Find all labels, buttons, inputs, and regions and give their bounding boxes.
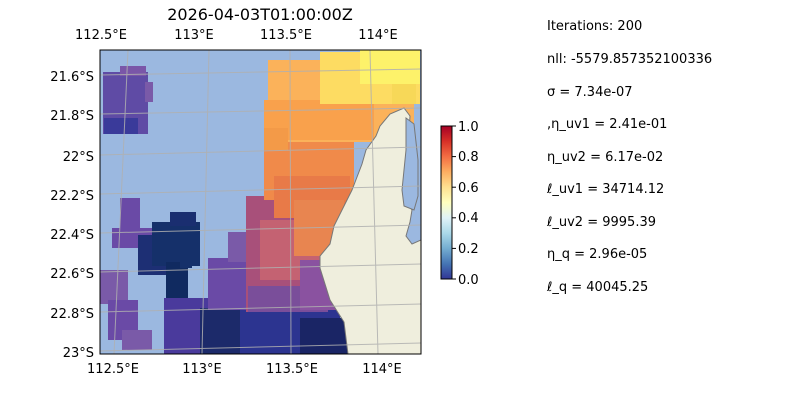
stat-eta-q: η_q = 2.96e-05 (547, 247, 648, 262)
x-tick-bottom: 114°E (362, 362, 402, 377)
y-tick: 23°S (63, 346, 94, 361)
colorbar-tick-label: 0.2 (458, 242, 479, 257)
inner-bay (401, 117, 419, 211)
y-tick: 22.8°S (50, 307, 94, 322)
map-area (100, 50, 421, 354)
land (319, 50, 421, 354)
stat-iterations: Iterations: 200 (547, 19, 643, 34)
y-tick: 21.6°S (50, 70, 94, 85)
field-patch-south (164, 232, 350, 354)
field-patch-west (100, 198, 200, 350)
grid (100, 50, 421, 354)
x-tick-top: 114°E (358, 28, 398, 43)
stat-l-q: ℓ_q = 40045.25 (547, 280, 649, 295)
x-tick-bottom: 112.5°E (87, 362, 139, 377)
x-ticks-bottom: 112.5°E 113°E 113.5°E 114°E (87, 362, 402, 377)
colorbar-tick-label: 0.0 (458, 273, 479, 288)
y-tick: 21.8°S (50, 109, 94, 124)
y-tick: 22°S (63, 150, 94, 165)
y-tick: 22.2°S (50, 189, 94, 204)
x-tick-top: 113°E (174, 28, 214, 43)
colorbar-ticks: 0.0 0.2 0.4 0.6 0.8 1.0 (452, 120, 479, 288)
x-tick-bottom: 113°E (182, 362, 222, 377)
y-tick: 22.6°S (50, 267, 94, 282)
chart-title: 2026-04-03T01:00:00Z (167, 5, 353, 24)
y-tick: 22.4°S (50, 228, 94, 243)
stat-eta-uv2: η_uv2 = 6.17e-02 (547, 150, 664, 165)
colorbar-tick-label: 0.8 (458, 150, 479, 165)
colorbar-tick-label: 0.4 (458, 211, 479, 226)
stat-nll: nll: -5579.857352100336 (547, 52, 713, 67)
x-tick-bottom: 113.5°E (266, 362, 318, 377)
y-ticks: 21.6°S 21.8°S 22°S 22.2°S 22.4°S 22.6°S … (50, 70, 94, 361)
map-frame (99, 49, 422, 355)
colorbar-tick-label: 0.6 (458, 181, 479, 196)
colorbar-tick-label: 1.0 (458, 120, 479, 135)
stat-sigma: σ = 7.34e-07 (547, 85, 633, 100)
x-tick-top: 113.5°E (260, 28, 312, 43)
x-ticks-top: 112.5°E 113°E 113.5°E 114°E (75, 28, 398, 43)
stat-eta-uv1: ,η_uv1 = 2.41e-01 (547, 117, 668, 132)
field-patch-northwest (103, 66, 153, 134)
x-tick-top: 112.5°E (75, 28, 127, 43)
stat-l-uv1: ℓ_uv1 = 34714.12 (547, 182, 665, 197)
colorbar (440, 125, 453, 280)
stat-l-uv2: ℓ_uv2 = 9995.39 (547, 215, 656, 230)
